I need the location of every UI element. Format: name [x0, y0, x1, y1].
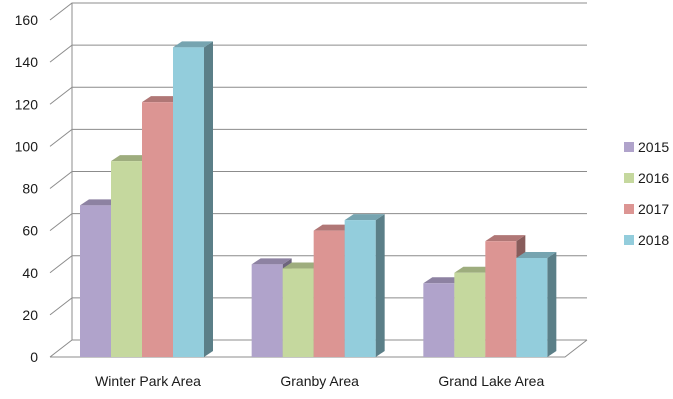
- bar-front: [344, 220, 376, 357]
- y-tick-label: 0: [30, 349, 38, 365]
- legend-label: 2016: [638, 170, 669, 186]
- legend: 2015 2016 2017 2018: [624, 139, 669, 248]
- bar-front: [423, 283, 455, 357]
- gridline: [49, 44, 587, 63]
- y-tick-label: 60: [22, 223, 38, 239]
- bar: [173, 41, 213, 357]
- bar-top: [111, 155, 151, 162]
- legend-item: 2017: [624, 201, 669, 217]
- y-tick-label: 20: [22, 307, 38, 323]
- bar: [344, 214, 385, 357]
- y-axis-labels: 0 20 40 60 80 100 120 140 160: [15, 12, 39, 365]
- bar-front: [282, 268, 314, 357]
- bar-top: [142, 96, 182, 103]
- legend-swatch: [624, 204, 634, 214]
- legend-item: 2015: [624, 139, 669, 155]
- bar-front: [251, 264, 283, 357]
- bar-front: [111, 161, 142, 357]
- legend-item: 2016: [624, 170, 669, 186]
- bar-front: [454, 272, 486, 357]
- y-tick-label: 80: [22, 181, 38, 197]
- y-tick-label: 120: [15, 96, 39, 112]
- y-tick-label: 40: [22, 265, 38, 281]
- bar: [516, 252, 557, 357]
- bar-top: [251, 258, 292, 265]
- x-axis-labels: Winter Park Area Granby Area Grand Lake Ar…: [95, 373, 544, 389]
- bar-top: [313, 224, 354, 231]
- bar-top: [282, 262, 323, 269]
- bar-front: [80, 205, 111, 357]
- bar-top: [516, 252, 557, 259]
- bar-front: [516, 258, 548, 357]
- bar-front: [142, 102, 173, 357]
- legend-swatch: [624, 173, 634, 183]
- bar-side: [547, 252, 557, 357]
- bar-front: [485, 241, 517, 357]
- legend-label: 2018: [638, 232, 669, 248]
- gridline: [49, 128, 587, 147]
- bar-top: [80, 199, 120, 206]
- gridline: [49, 86, 587, 105]
- gridlines: [49, 2, 588, 358]
- bar-front: [173, 47, 204, 357]
- bar-top: [344, 214, 385, 221]
- legend-label: 2017: [638, 201, 669, 217]
- bar-front: [313, 230, 345, 357]
- y-tick-label: 100: [15, 138, 39, 154]
- bars: [80, 41, 557, 358]
- y-tick-label: 140: [15, 54, 39, 70]
- gridline: [49, 2, 587, 21]
- x-category-label: Grand Lake Area: [438, 373, 544, 389]
- bar-top: [173, 41, 213, 48]
- bar-top: [454, 266, 495, 273]
- legend-item: 2018: [624, 232, 669, 248]
- floor-edge: [50, 339, 588, 358]
- legend-swatch: [624, 142, 634, 152]
- x-category-label: Granby Area: [280, 373, 359, 389]
- bar-top: [423, 277, 464, 284]
- y-tick-label: 160: [15, 12, 39, 28]
- bar-side: [375, 214, 385, 357]
- bar-top: [485, 235, 526, 242]
- legend-label: 2015: [638, 139, 669, 155]
- legend-swatch: [624, 235, 634, 245]
- x-category-label: Winter Park Area: [95, 373, 201, 389]
- bar-side: [204, 41, 213, 357]
